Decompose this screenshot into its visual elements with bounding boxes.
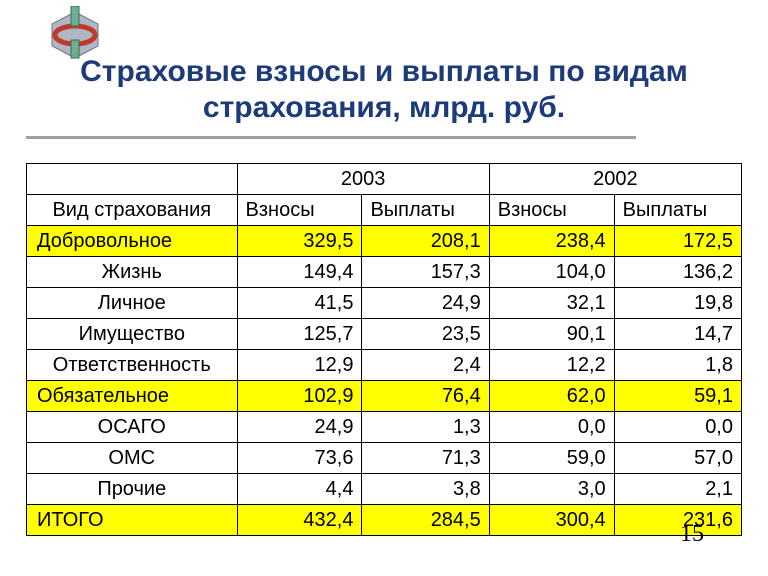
cell-value: 59,0 xyxy=(489,443,614,474)
header-row-years: 2003 2002 xyxy=(27,164,742,195)
cell-value: 1,8 xyxy=(614,350,741,381)
cell-value: 1,3 xyxy=(362,412,489,443)
cell-value: 23,5 xyxy=(362,319,489,350)
year-2003-header: 2003 xyxy=(237,164,489,195)
row-header-label: Вид страхования xyxy=(27,195,238,226)
sub-2003-vznosy: Взносы xyxy=(237,195,362,226)
cell-value: 125,7 xyxy=(237,319,362,350)
table-row: Обязательное102,976,462,059,1 xyxy=(27,381,742,412)
cell-value: 14,7 xyxy=(614,319,741,350)
sub-2003-vyplaty: Выплаты xyxy=(362,195,489,226)
table-row: Ответственность12,92,412,21,8 xyxy=(27,350,742,381)
cell-value: 136,2 xyxy=(614,257,741,288)
cell-value: 2,4 xyxy=(362,350,489,381)
cell-value: 284,5 xyxy=(362,505,489,536)
table-row: Личное41,524,932,119,8 xyxy=(27,288,742,319)
row-label: ОСАГО xyxy=(27,412,238,443)
cell-value: 41,5 xyxy=(237,288,362,319)
cell-value: 12,2 xyxy=(489,350,614,381)
cell-value: 0,0 xyxy=(489,412,614,443)
cell-value: 149,4 xyxy=(237,257,362,288)
row-label: ИТОГО xyxy=(27,505,238,536)
cell-value: 157,3 xyxy=(362,257,489,288)
cell-value: 2,1 xyxy=(614,474,741,505)
cell-value: 172,5 xyxy=(614,226,741,257)
year-2002-header: 2002 xyxy=(489,164,741,195)
row-label: Прочие xyxy=(27,474,238,505)
cell-value: 300,4 xyxy=(489,505,614,536)
table-row: ОСАГО24,91,30,00,0 xyxy=(27,412,742,443)
cell-value: 3,0 xyxy=(489,474,614,505)
cell-value: 3,8 xyxy=(362,474,489,505)
insurance-table: 2003 2002 Вид страхования Взносы Выплаты… xyxy=(26,163,742,536)
title-underline xyxy=(26,136,636,139)
cell-value: 102,9 xyxy=(237,381,362,412)
row-label: Обязательное xyxy=(27,381,238,412)
cell-value: 432,4 xyxy=(237,505,362,536)
cell-value: 71,3 xyxy=(362,443,489,474)
cell-value: 0,0 xyxy=(614,412,741,443)
table-row: Прочие4,43,83,02,1 xyxy=(27,474,742,505)
cell-value: 231,6 xyxy=(614,505,741,536)
cell-value: 32,1 xyxy=(489,288,614,319)
table-row: ИТОГО432,4284,5300,4231,6 xyxy=(27,505,742,536)
row-label: Добровольное xyxy=(27,226,238,257)
row-label: Жизнь xyxy=(27,257,238,288)
row-label: Имущество xyxy=(27,319,238,350)
cell-value: 208,1 xyxy=(362,226,489,257)
table-row: ОМС73,671,359,057,0 xyxy=(27,443,742,474)
header-blank xyxy=(27,164,238,195)
cell-value: 104,0 xyxy=(489,257,614,288)
row-label: Ответственность xyxy=(27,350,238,381)
sub-2002-vznosy: Взносы xyxy=(489,195,614,226)
cell-value: 329,5 xyxy=(237,226,362,257)
cell-value: 24,9 xyxy=(237,412,362,443)
cell-value: 57,0 xyxy=(614,443,741,474)
cell-value: 90,1 xyxy=(489,319,614,350)
cell-value: 19,8 xyxy=(614,288,741,319)
cell-value: 24,9 xyxy=(362,288,489,319)
row-label: Личное xyxy=(27,288,238,319)
table-row: Жизнь149,4157,3104,0136,2 xyxy=(27,257,742,288)
cell-value: 59,1 xyxy=(614,381,741,412)
table-row: Имущество125,723,590,114,7 xyxy=(27,319,742,350)
cell-value: 238,4 xyxy=(489,226,614,257)
cell-value: 12,9 xyxy=(237,350,362,381)
table-row: Добровольное329,5208,1238,4172,5 xyxy=(27,226,742,257)
slide-title: Страховые взносы и выплаты по видам стра… xyxy=(46,54,722,126)
slide-logo-icon xyxy=(48,6,102,60)
page-number: 15 xyxy=(680,521,704,548)
row-label: ОМС xyxy=(27,443,238,474)
sub-2002-vyplaty: Выплаты xyxy=(614,195,741,226)
slide: Страховые взносы и выплаты по видам стра… xyxy=(0,0,768,576)
cell-value: 4,4 xyxy=(237,474,362,505)
header-row-subs: Вид страхования Взносы Выплаты Взносы Вы… xyxy=(27,195,742,226)
cell-value: 73,6 xyxy=(237,443,362,474)
cell-value: 76,4 xyxy=(362,381,489,412)
cell-value: 62,0 xyxy=(489,381,614,412)
